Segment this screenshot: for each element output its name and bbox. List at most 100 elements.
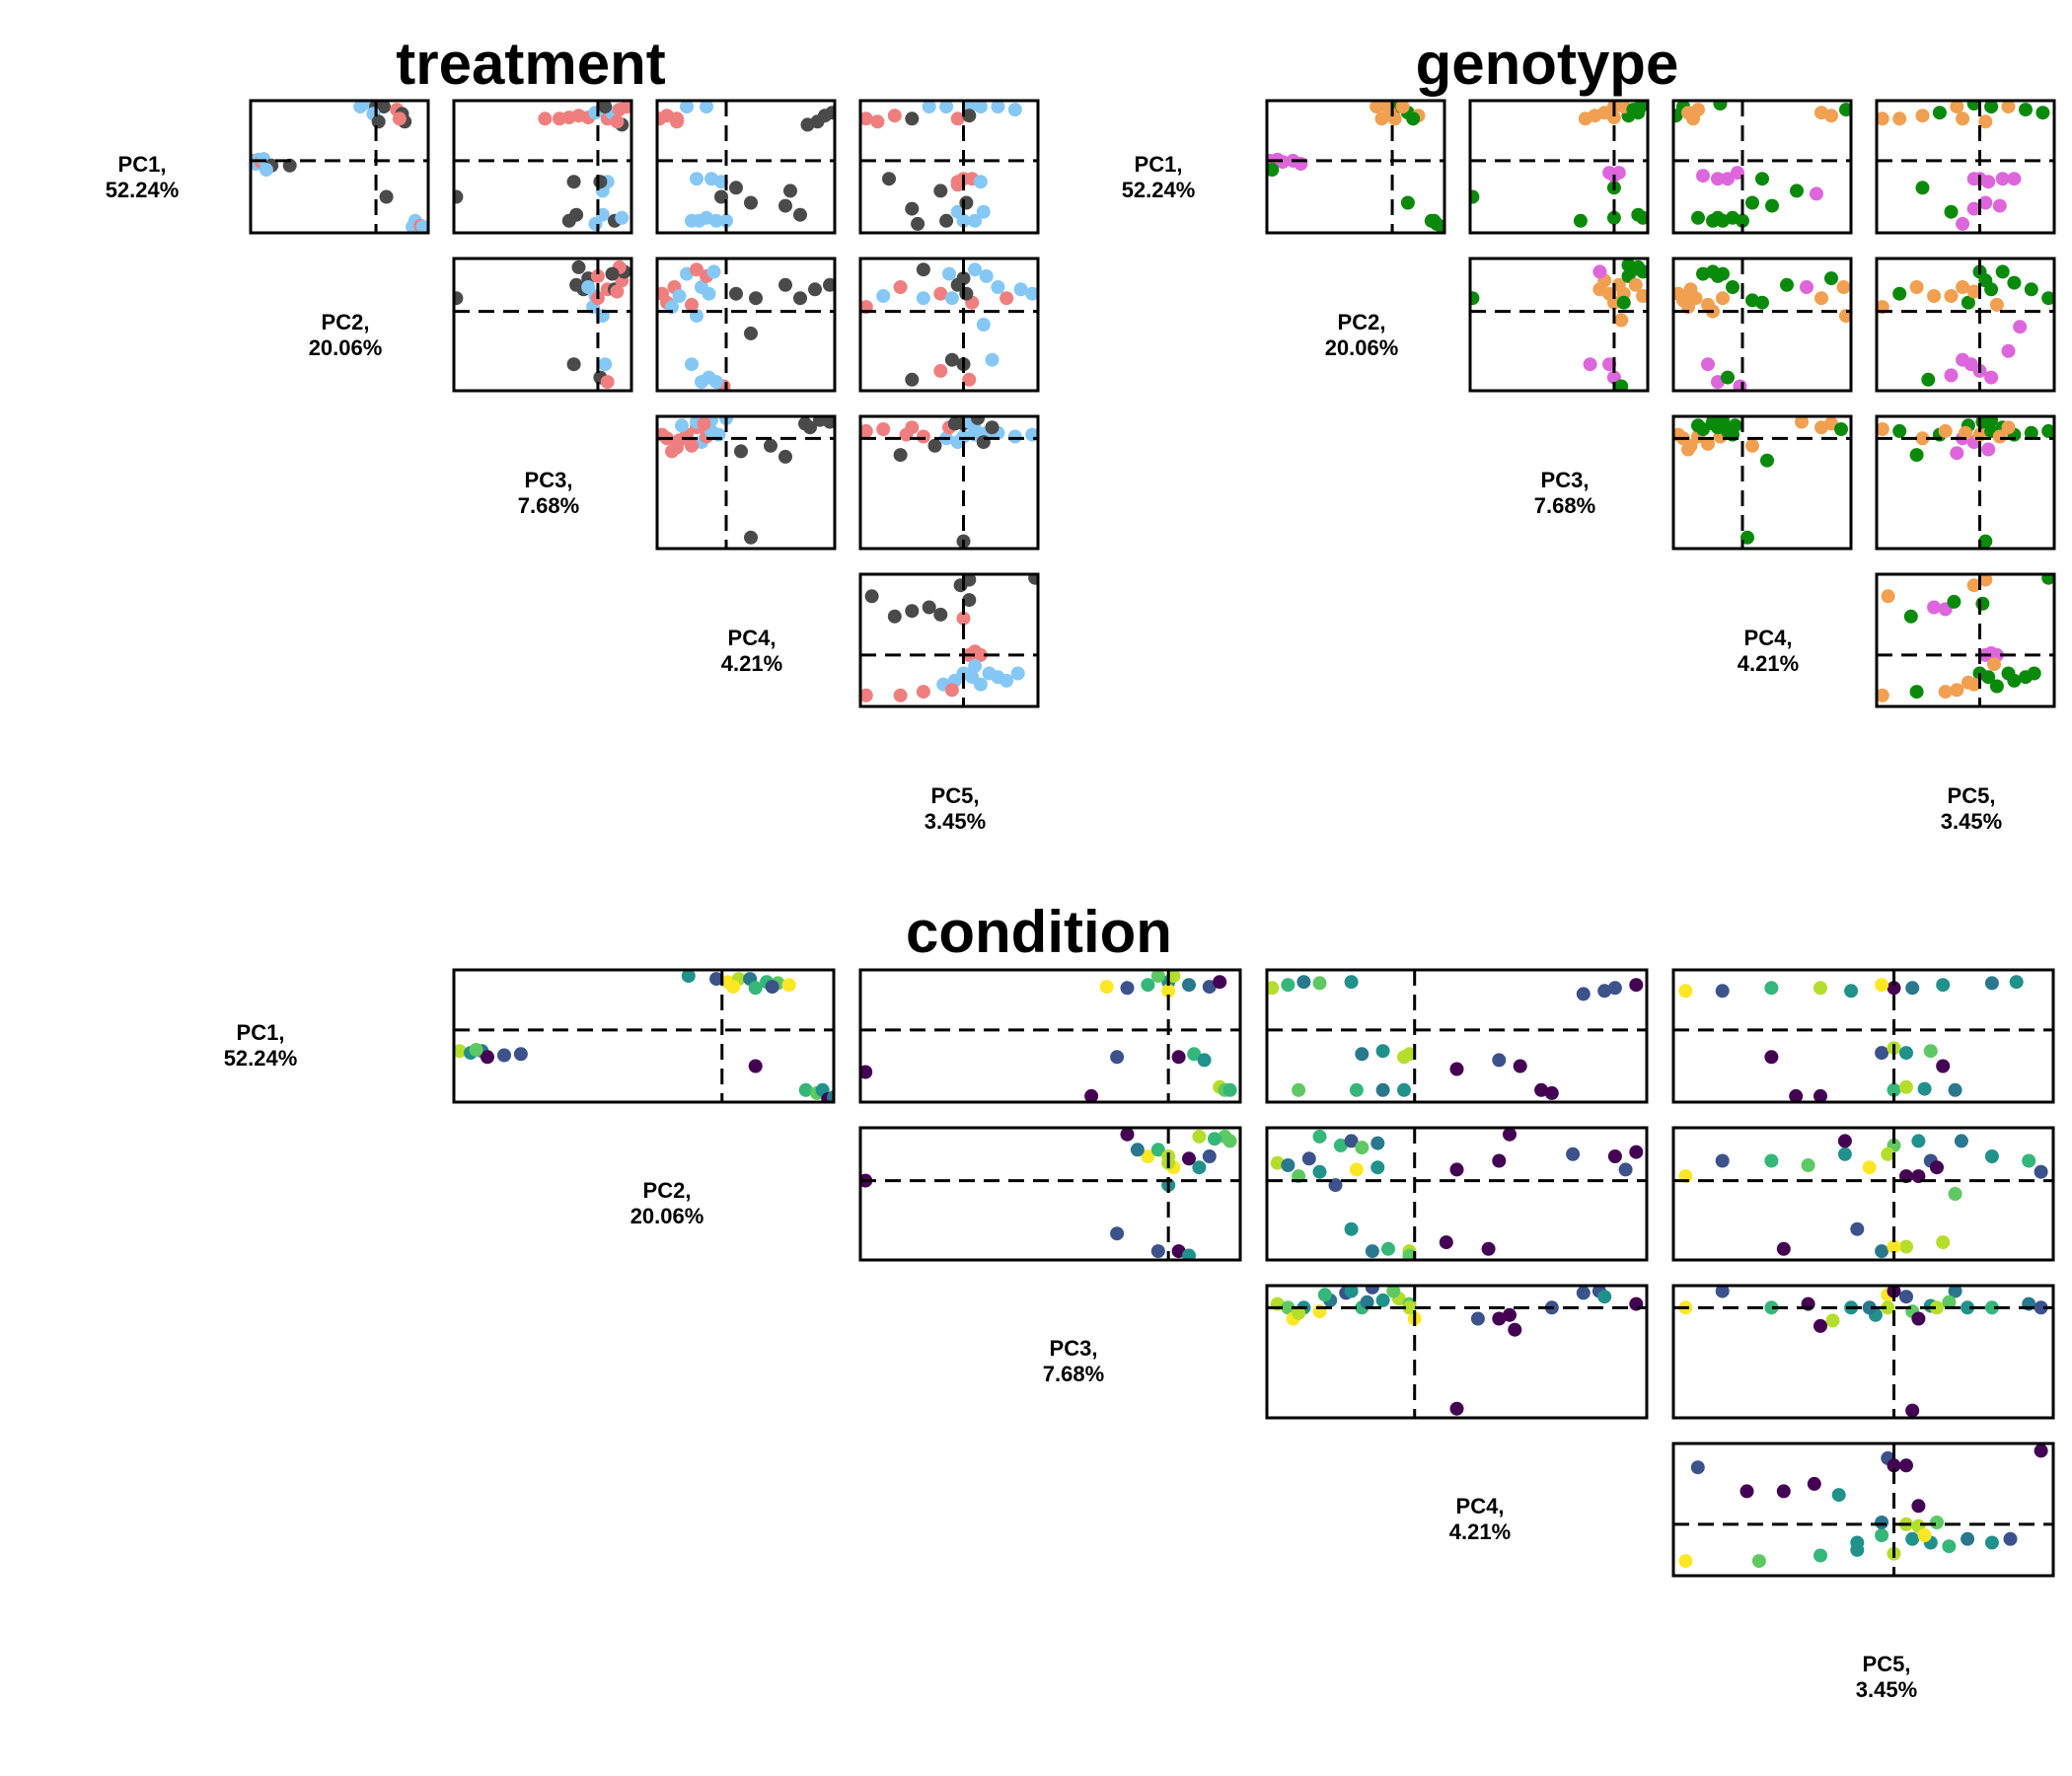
component-label-5: PC5, 3.45% (1856, 1652, 1917, 1702)
data-point (1813, 981, 1827, 996)
data-point (2009, 975, 2024, 990)
data-point (1161, 984, 1176, 999)
data-point (571, 259, 586, 274)
points-group (1673, 416, 1848, 545)
data-point (1984, 282, 1999, 297)
data-point (1716, 291, 1730, 306)
data-point (1942, 1295, 1957, 1309)
data-point (1312, 1129, 1327, 1144)
data-point (1312, 1164, 1327, 1179)
data-point (729, 286, 743, 301)
data-point (1120, 981, 1135, 996)
data-point (593, 175, 608, 189)
scatter-PC1-vs-PC2 (1265, 99, 1446, 235)
data-point (1764, 981, 1779, 996)
data-point (944, 291, 959, 306)
data-point (1365, 1286, 1379, 1295)
data-point (1349, 1082, 1364, 1097)
points-group (860, 262, 1038, 387)
data-point (962, 372, 977, 387)
data-point (1267, 981, 1280, 996)
subplot-frame (1875, 572, 2056, 708)
data-point (700, 101, 713, 114)
data-point (1141, 1149, 1155, 1163)
data-point (1966, 578, 1981, 593)
data-point (1715, 1153, 1730, 1168)
data-point (1182, 978, 1196, 993)
data-point (371, 114, 386, 129)
scatter-PC4-vs-PC5 (1875, 572, 2056, 708)
data-point (1984, 101, 1999, 114)
data-point (1875, 1046, 1889, 1061)
component-label-4: PC4, 4.21% (1738, 626, 1799, 676)
data-point (765, 980, 779, 995)
data-point (1400, 195, 1415, 210)
data-point (1824, 109, 1838, 123)
data-point (1905, 1531, 1920, 1546)
points-group (1470, 101, 1648, 228)
data-point (1961, 1531, 1975, 1546)
data-point (808, 282, 822, 297)
data-point (1899, 1046, 1913, 1061)
data-point (1995, 264, 2010, 279)
data-point (1706, 213, 1720, 228)
data-point (1166, 970, 1181, 984)
data-point (1814, 291, 1828, 306)
data-point (1881, 1300, 1895, 1315)
data-point (764, 438, 777, 453)
points-group (860, 574, 1038, 703)
data-point (748, 981, 763, 996)
points-group (1678, 1134, 2048, 1259)
subplot-frame (1875, 99, 2056, 235)
data-point (778, 198, 792, 213)
data-point (1690, 1460, 1705, 1475)
subplot-frame (1265, 968, 1649, 1104)
data-point (2001, 343, 2016, 358)
data-point (1911, 1134, 1926, 1148)
data-point (1481, 1241, 1496, 1256)
data-point (1944, 289, 1959, 303)
data-point (1296, 975, 1311, 990)
data-point (1013, 282, 1028, 297)
data-point (1966, 101, 1981, 111)
data-point (1875, 1528, 1889, 1543)
data-point (1375, 1293, 1390, 1307)
data-point (615, 210, 629, 225)
component-label-5: PC5, 3.45% (1941, 783, 2002, 834)
data-point (1681, 106, 1695, 120)
data-point (1899, 1290, 1913, 1304)
data-point (706, 264, 721, 279)
data-point (1877, 111, 1889, 126)
data-point (1942, 1539, 1957, 1554)
data-point (1764, 1153, 1779, 1168)
data-point (1301, 1151, 1316, 1166)
data-point (566, 175, 581, 189)
component-label-2: PC2, 20.06% (309, 310, 383, 360)
data-point (959, 286, 974, 301)
data-point (922, 600, 936, 615)
data-point (620, 101, 631, 114)
data-point (1995, 172, 2010, 186)
data-point (1150, 1244, 1165, 1259)
data-point (1716, 266, 1730, 281)
points-group (1678, 1286, 2048, 1418)
points-group (454, 259, 631, 390)
data-point (1984, 416, 1999, 427)
data-point (1607, 1149, 1622, 1163)
data-point (1800, 280, 1813, 294)
data-point (497, 1048, 511, 1063)
data-point (1981, 442, 1996, 457)
subplot-frame (655, 257, 837, 393)
data-point (1956, 111, 1970, 126)
data-point (1978, 114, 1993, 129)
data-point (685, 297, 699, 312)
component-label-3: PC3, 7.68% (1043, 1336, 1104, 1386)
data-point (1402, 1300, 1417, 1315)
data-point (1966, 284, 1981, 299)
data-point (1621, 259, 1636, 272)
data-point (670, 111, 684, 126)
data-point (1636, 289, 1648, 303)
data-point (1701, 436, 1715, 451)
data-point (1281, 978, 1295, 993)
data-point (1956, 216, 1970, 231)
